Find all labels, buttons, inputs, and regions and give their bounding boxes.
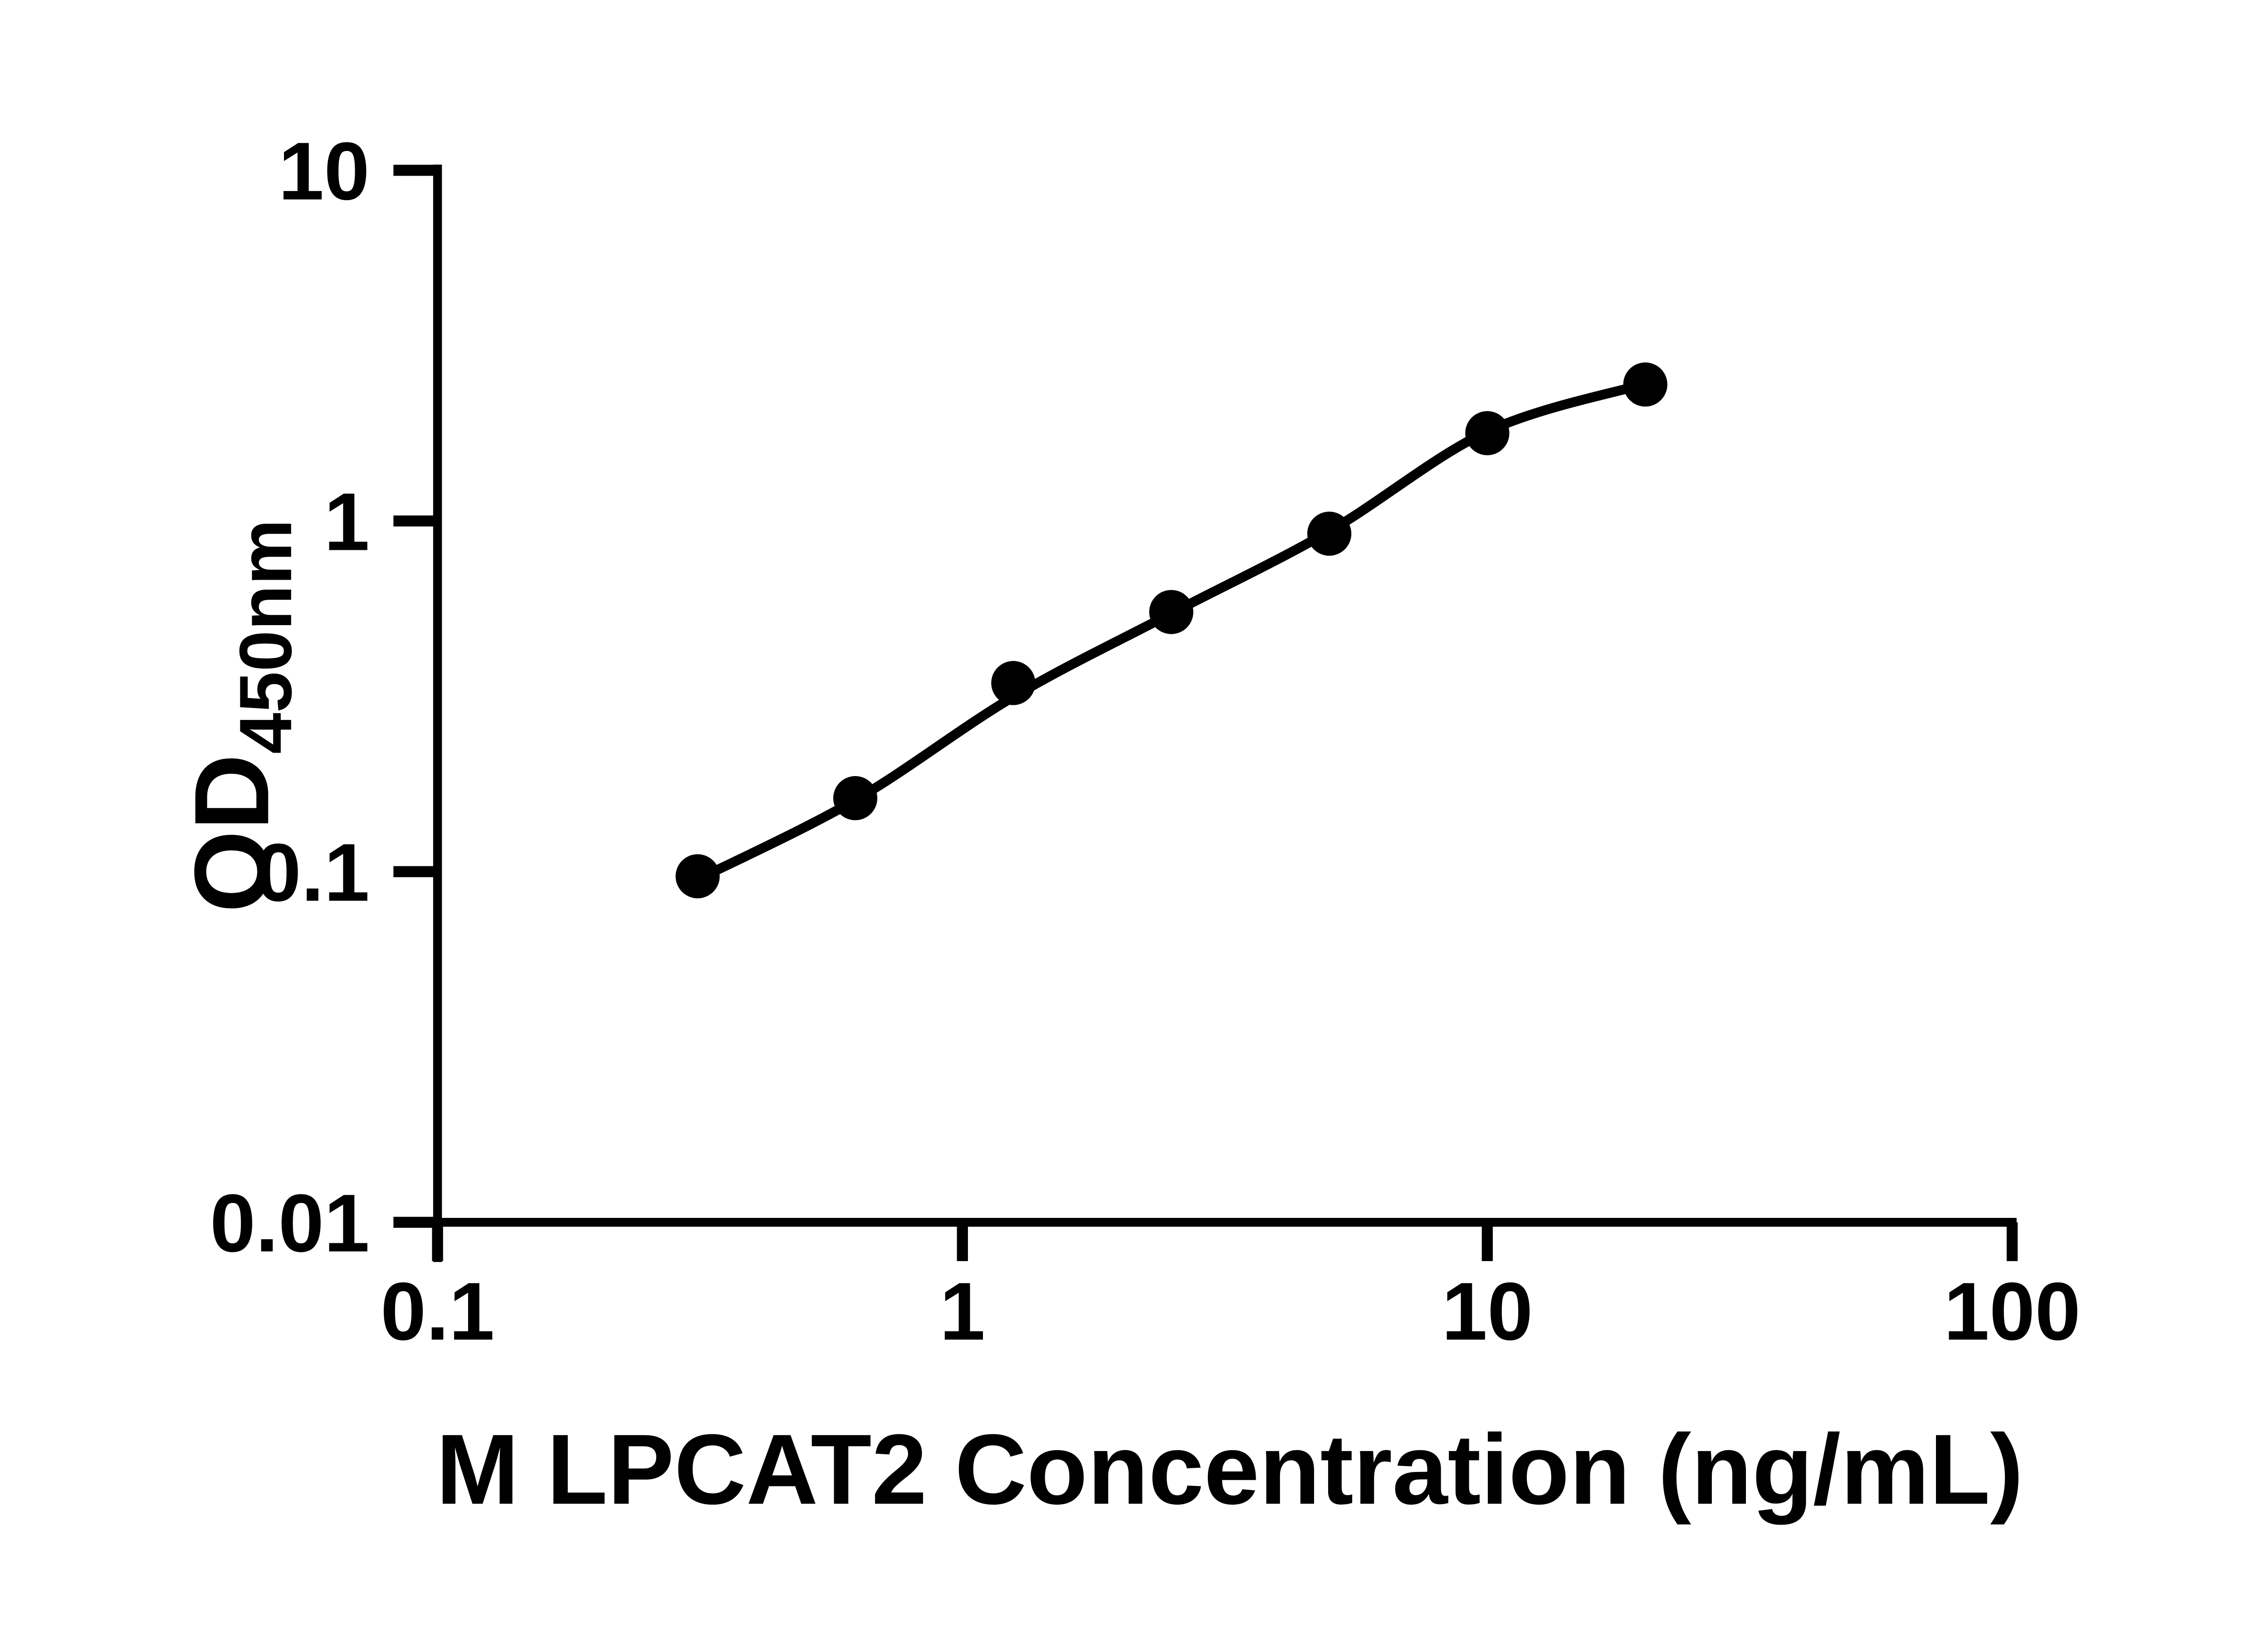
x-tick-label: 100 — [1944, 1266, 2081, 1357]
data-point — [1465, 411, 1510, 455]
y-axis-title: OD450nm — [173, 519, 307, 913]
y-axis-title-main: OD — [173, 754, 291, 913]
y-axis-title-subscript: 450nm — [224, 519, 307, 754]
y-tick-label: 0.1 — [255, 827, 369, 919]
data-point — [1149, 590, 1193, 634]
x-tick-label: 10 — [1442, 1266, 1533, 1357]
x-tick-label: 0.1 — [381, 1266, 494, 1357]
data-point — [833, 776, 878, 821]
axes — [433, 164, 2017, 1262]
data-point — [1307, 511, 1352, 556]
data-point — [1623, 362, 1667, 407]
data-points-group — [675, 362, 1667, 899]
y-tick-label: 10 — [279, 126, 370, 217]
x-tick-label: 1 — [939, 1266, 985, 1357]
data-point — [991, 661, 1036, 705]
y-tick-label: 0.01 — [210, 1178, 370, 1269]
data-point — [675, 854, 720, 899]
axis-ticks — [393, 165, 2018, 1261]
y-tick-label: 1 — [324, 476, 370, 568]
x-axis-title: M LPCAT2 Concentration (ng/mL) — [436, 1413, 2023, 1525]
